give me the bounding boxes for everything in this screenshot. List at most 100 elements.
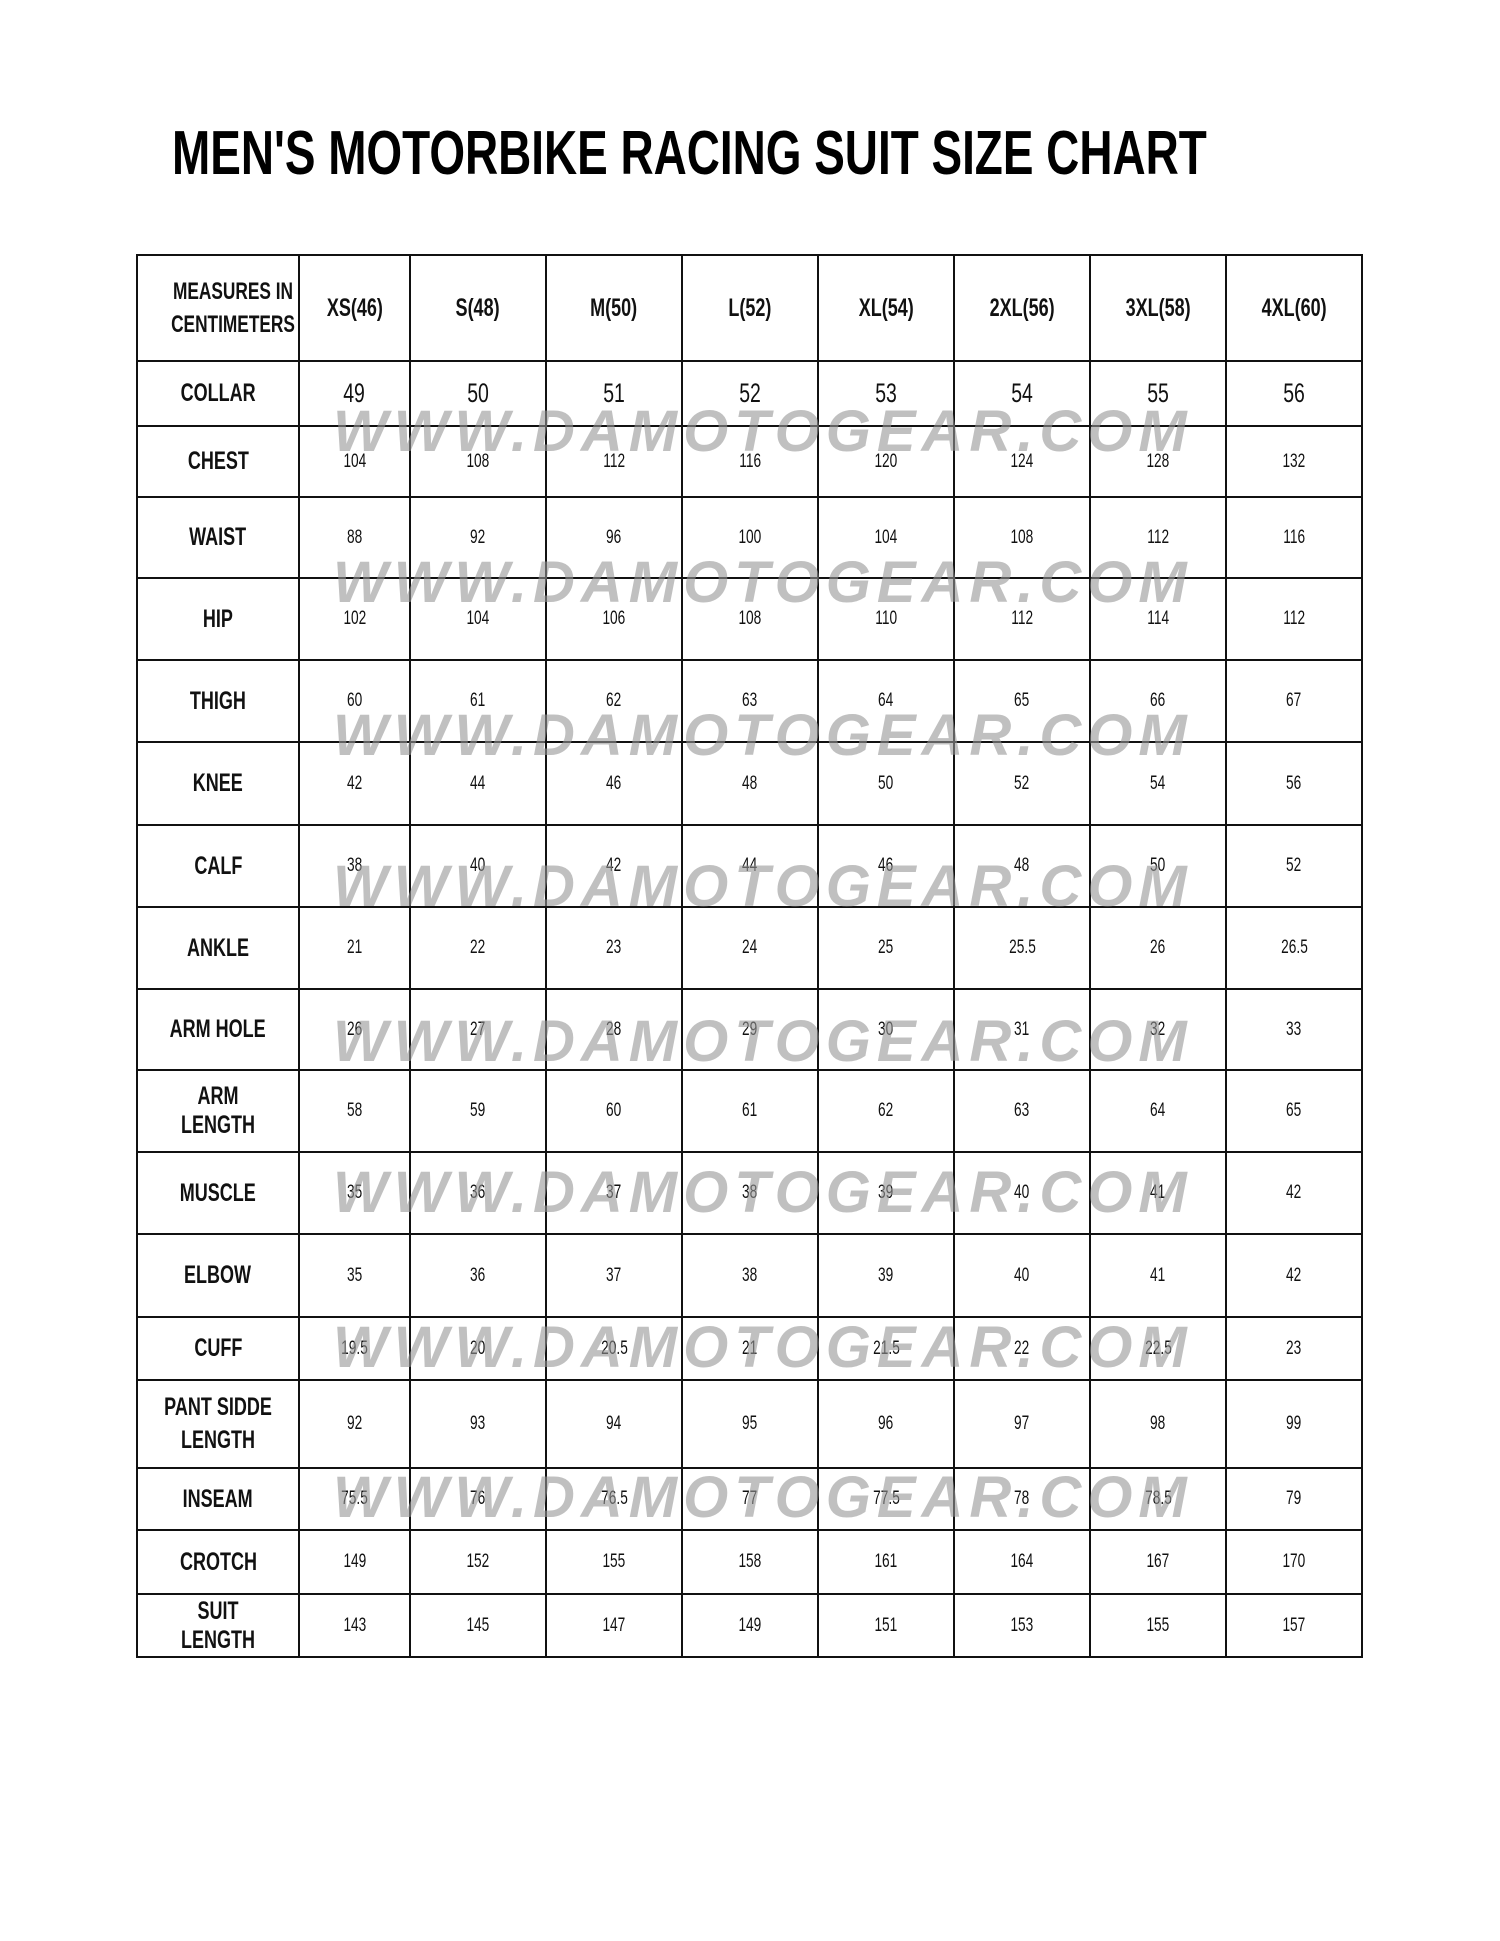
column-header: 3XL(58) [1089,254,1227,362]
table-cell: 112 [545,425,683,498]
row-label-text: MUSCLE [179,1178,257,1207]
cell-value: 67 [1286,690,1302,711]
cell-value: 114 [1147,608,1169,629]
table-cell: 51 [545,360,683,427]
table-cell: 63 [681,659,819,743]
cell-value: 124 [1010,450,1034,472]
cell-value: 94 [606,1413,622,1434]
cell-value: 25 [878,937,894,958]
table-cell: 49 [298,360,411,427]
cell-value: 27 [470,1018,486,1040]
table-cell: 98 [1089,1379,1227,1469]
cell-value: 58 [346,1100,363,1121]
table-cell: 92 [298,1379,411,1469]
table-cell: 29 [681,988,819,1071]
cell-value: 46 [878,855,894,876]
table-cell: 21 [681,1316,819,1381]
table-cell: 36 [409,1233,547,1318]
table-cell: 106 [545,577,683,661]
table-cell: 75.5 [298,1467,411,1531]
table-cell: 95 [681,1379,819,1469]
header-row: MEASURES IN CENTIMETERS XS(46) S(48) M(50)… [136,254,1363,362]
table-cell: 104 [817,496,955,579]
table-cell: 92 [409,496,547,579]
row-label-text: ANKLE [186,933,249,962]
cell-value: 61 [742,1100,758,1121]
table-cell: 110 [817,577,955,661]
table-cell: 151 [817,1593,955,1658]
cell-value: 40 [1014,1182,1030,1203]
table-row: CALF 38 40 42 44 46 48 50 52 [136,824,1363,908]
row-label: ELBOW [136,1233,300,1318]
table-cell: 52 [681,360,819,427]
cell-value: 155 [1146,1614,1170,1636]
cell-value: 56 [1283,378,1305,408]
table-row: MUSCLE 35 36 37 38 39 40 41 42 [136,1151,1363,1235]
table-cell: 62 [545,659,683,743]
table-cell: 52 [953,741,1091,826]
table-cell: 33 [1225,988,1363,1071]
table-cell: 30 [817,988,955,1071]
row-label: MUSCLE [136,1151,300,1235]
cell-value: 38 [742,1264,758,1286]
cell-value: 145 [466,1614,490,1636]
cell-value: 48 [1014,855,1030,876]
cell-value: 56 [1286,772,1302,794]
table-cell: 77 [681,1467,819,1531]
table-cell: 44 [681,824,819,908]
row-label: HIP [136,577,300,661]
row-label: ARM HOLE [136,988,300,1071]
column-header: XL(54) [817,254,955,362]
table-cell: 112 [1225,577,1363,661]
row-label-text: KNEE [192,769,244,797]
cell-value: 41 [1150,1182,1166,1203]
table-cell: 52 [1225,824,1363,908]
cell-value: 61 [470,690,486,711]
table-cell: 26.5 [1225,906,1363,990]
table-cell: 61 [409,659,547,743]
cell-value: 42 [1286,1182,1302,1203]
table-cell: 42 [298,741,411,826]
cell-value: 99 [1286,1413,1302,1434]
table-cell: 96 [545,496,683,579]
table-cell: 22 [409,906,547,990]
row-label-text: CALF [194,851,242,880]
row-label: CALF [136,824,300,908]
cell-value: 21 [742,1337,758,1359]
table-cell: 149 [681,1593,819,1658]
cell-value: 157 [1282,1614,1306,1636]
table-cell: 37 [545,1151,683,1235]
table-cell: 48 [681,741,819,826]
table-cell: 22 [953,1316,1091,1381]
cell-value: 153 [1010,1614,1034,1636]
cell-value: 164 [1010,1551,1034,1572]
cell-value: 104 [466,608,490,629]
table-cell: 100 [681,496,819,579]
cell-value: 62 [878,1100,894,1121]
cell-value: 52 [739,378,761,408]
table-cell: 104 [298,425,411,498]
table-cell: 35 [298,1233,411,1318]
table-cell: 114 [1089,577,1227,661]
cell-value: 48 [742,772,758,794]
row-label-text: ELBOW [184,1261,252,1289]
cell-value: 44 [742,855,758,876]
cell-value: 31 [1014,1018,1030,1040]
table-cell: 20.5 [545,1316,683,1381]
cell-value: 65 [1014,690,1030,711]
column-header-text: 2XL(56) [989,293,1055,322]
cell-value: 39 [878,1264,894,1286]
cell-value: 60 [606,1100,622,1121]
cell-value: 108 [738,608,762,629]
cell-value: 104 [874,526,898,548]
table-cell: 21.5 [817,1316,955,1381]
table-cell: 62 [817,1069,955,1153]
cell-value: 22.5 [1144,1337,1172,1359]
cell-value: 158 [738,1551,762,1572]
cell-value: 64 [878,690,894,711]
table-cell: 50 [1089,824,1227,908]
cell-value: 96 [606,526,622,548]
cell-value: 92 [346,1413,363,1434]
table-cell: 37 [545,1233,683,1318]
table-cell: 93 [409,1379,547,1469]
